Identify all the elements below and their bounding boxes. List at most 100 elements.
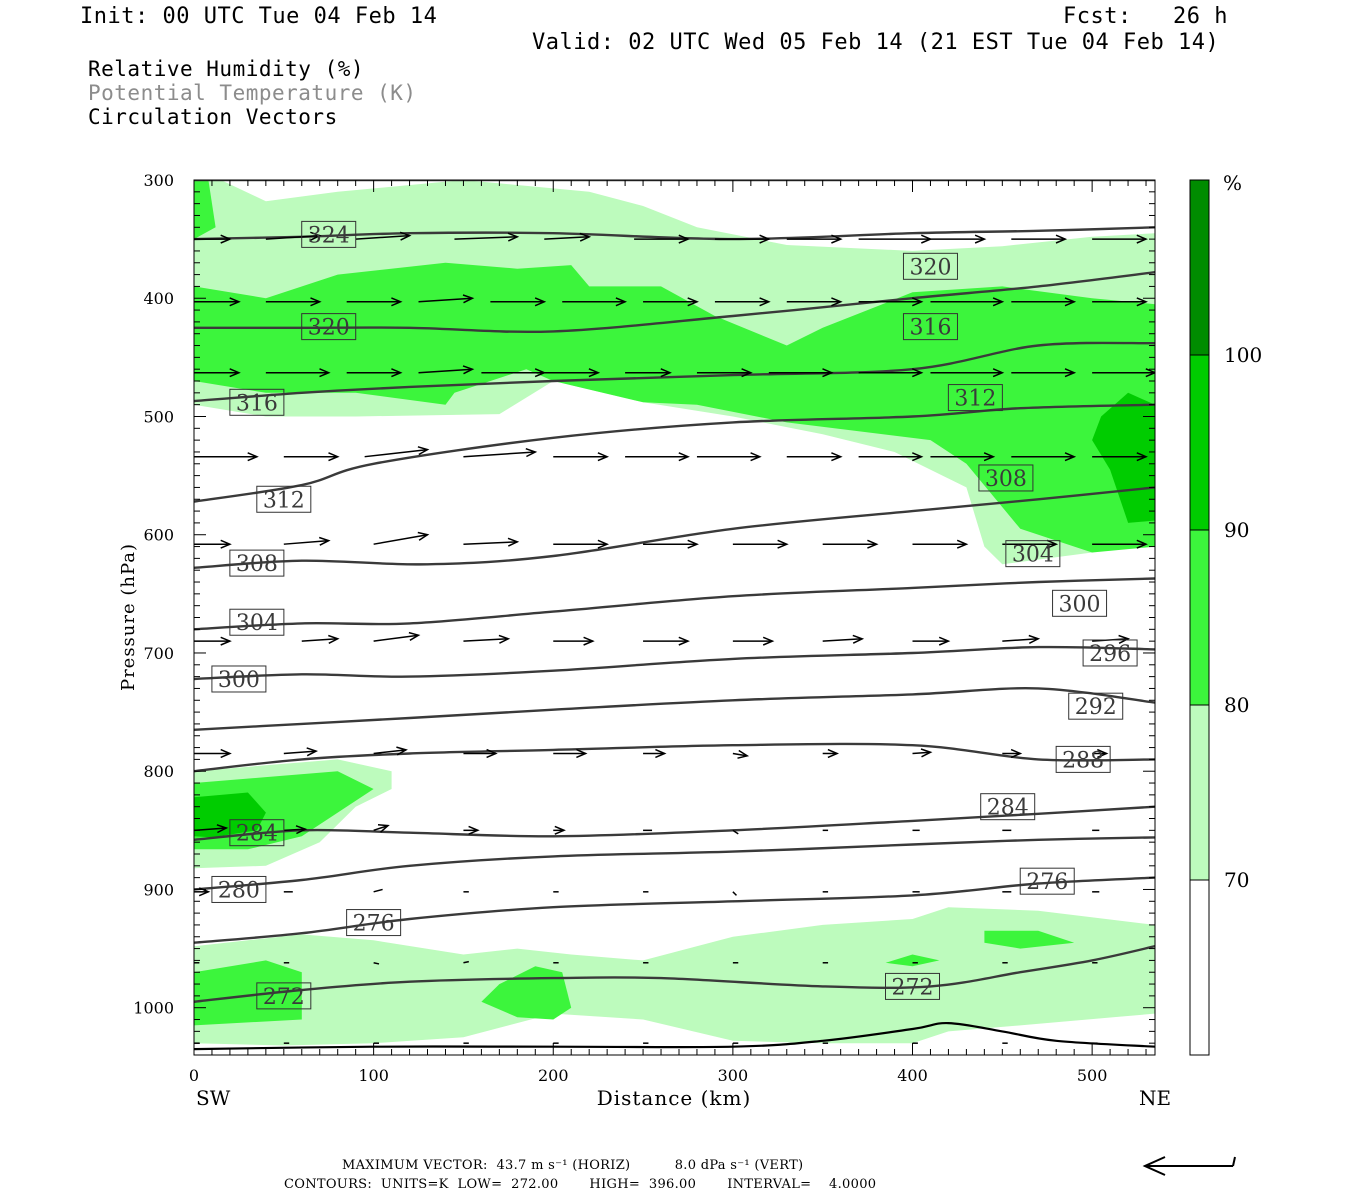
circulation-vector bbox=[364, 446, 430, 458]
circulation-vector bbox=[373, 631, 421, 642]
theta-label: 316 bbox=[229, 388, 285, 416]
y-tick-label: 900 bbox=[143, 880, 174, 899]
circulation-vector bbox=[930, 297, 1005, 307]
theta-label: 284 bbox=[229, 819, 285, 847]
theta-label: 308 bbox=[229, 549, 285, 577]
theta-label-text: 304 bbox=[236, 611, 278, 636]
x-tick-label: 100 bbox=[358, 1066, 389, 1085]
circulation-vector bbox=[912, 748, 933, 758]
theta-contour-296 bbox=[194, 645, 1155, 681]
theta-label-text: 276 bbox=[353, 912, 395, 937]
theta-label: 300 bbox=[211, 665, 267, 693]
circulation-vector bbox=[732, 891, 737, 896]
circulation-vector bbox=[283, 452, 340, 462]
theta-contour-284 bbox=[194, 805, 1155, 841]
circulation-vector bbox=[463, 634, 511, 644]
colorbar-swatch bbox=[1189, 529, 1210, 706]
circulation-vector bbox=[553, 825, 566, 835]
circulation-vector bbox=[194, 452, 259, 462]
theta-contour-272 bbox=[194, 945, 1155, 1003]
circulation-vector bbox=[732, 636, 775, 646]
theta-label-text: 304 bbox=[1012, 543, 1054, 568]
x-tick-label: 200 bbox=[538, 1066, 569, 1085]
y-tick-label: 600 bbox=[143, 526, 174, 545]
x-tick-label: 300 bbox=[718, 1066, 749, 1085]
forecast-hour: Fcst: 26 h bbox=[1063, 4, 1228, 29]
colorbar-swatch bbox=[1189, 704, 1210, 881]
theta-contour-316 bbox=[194, 271, 1155, 334]
circulation-vector bbox=[822, 539, 879, 549]
circulation-vector bbox=[265, 297, 322, 307]
legend-vectors: Circulation Vectors bbox=[88, 105, 338, 129]
theta-label: 324 bbox=[301, 220, 357, 248]
circulation-vector bbox=[858, 368, 924, 378]
theta-label: 280 bbox=[211, 875, 267, 903]
circulation-vector bbox=[1092, 297, 1148, 307]
terrain-line bbox=[194, 1021, 1155, 1051]
theta-label-text: 312 bbox=[954, 387, 996, 412]
circulation-vector bbox=[490, 297, 547, 307]
theta-label: 320 bbox=[902, 252, 958, 280]
circulation-vector bbox=[283, 825, 308, 835]
theta-label: 308 bbox=[978, 464, 1034, 492]
theta-label-text: 320 bbox=[909, 255, 951, 280]
legend-theta: Potential Temperature (K) bbox=[88, 81, 417, 105]
circulation-vector bbox=[1011, 234, 1068, 244]
colorbar: 70 80 90 100 bbox=[1189, 179, 1262, 1056]
vector-layer bbox=[194, 231, 1155, 1044]
circulation-vector bbox=[786, 452, 843, 462]
circulation-vector bbox=[732, 829, 739, 835]
theta-label: 284 bbox=[980, 793, 1036, 821]
colorbar-unit: % bbox=[1223, 171, 1242, 195]
colorbar-level-label: 100 bbox=[1224, 343, 1262, 367]
circulation-vector bbox=[643, 636, 690, 646]
colorbar-level-label: 90 bbox=[1224, 518, 1249, 542]
circulation-vector bbox=[643, 539, 699, 549]
y-tick-label: 1000 bbox=[133, 999, 174, 1018]
circulation-vector bbox=[463, 825, 480, 835]
circulation-vector bbox=[283, 536, 331, 546]
theta-label: 312 bbox=[256, 485, 312, 513]
y-tick-label: 300 bbox=[143, 171, 174, 190]
circulation-vector bbox=[346, 368, 403, 378]
theta-label-text: 280 bbox=[218, 878, 260, 903]
theta-label: 276 bbox=[346, 909, 402, 937]
theta-contour-308 bbox=[194, 403, 1155, 503]
circulation-vector bbox=[463, 447, 538, 458]
theta-label: 296 bbox=[1082, 639, 1138, 667]
theta-label-text: 296 bbox=[1089, 642, 1131, 667]
circulation-vector bbox=[553, 748, 588, 759]
theta-label-text: 316 bbox=[236, 391, 278, 416]
legend-rh: Relative Humidity (%) bbox=[88, 57, 365, 81]
theta-contour-312 bbox=[194, 341, 1155, 403]
circulation-vector bbox=[1011, 368, 1077, 378]
theta-label-text: 320 bbox=[308, 316, 350, 341]
circulation-vector bbox=[822, 748, 840, 759]
circulation-vector bbox=[454, 232, 520, 242]
x-right-label: NE bbox=[1139, 1086, 1171, 1110]
theta-label: 312 bbox=[947, 384, 1003, 412]
theta-label-text: 276 bbox=[1026, 870, 1068, 895]
circulation-vector bbox=[553, 636, 595, 646]
circulation-vector bbox=[373, 888, 383, 893]
theta-label: 316 bbox=[902, 313, 958, 341]
circulation-vector bbox=[418, 365, 475, 375]
circulation-vector bbox=[418, 294, 475, 304]
circulation-vector bbox=[1092, 234, 1148, 244]
circulation-vector bbox=[625, 368, 672, 378]
x-axis-title: Distance (km) bbox=[597, 1086, 752, 1110]
theta-contour-304 bbox=[194, 486, 1155, 569]
theta-label-text: 324 bbox=[308, 223, 350, 248]
circulation-vector bbox=[1092, 539, 1148, 549]
colorbar-swatch bbox=[1189, 879, 1210, 1056]
circulation-vector bbox=[194, 297, 241, 307]
theta-contour-276 bbox=[194, 876, 1155, 944]
rh-region-9 bbox=[481, 966, 572, 1020]
colorbar-level-label: 70 bbox=[1224, 868, 1249, 892]
reference-vector-icon bbox=[1142, 1156, 1236, 1176]
y-axis-title: Pressure (hPa) bbox=[118, 543, 139, 691]
rh-fill-layer bbox=[194, 180, 1155, 1046]
theta-label: 300 bbox=[1052, 589, 1108, 617]
circulation-vector bbox=[463, 748, 498, 759]
